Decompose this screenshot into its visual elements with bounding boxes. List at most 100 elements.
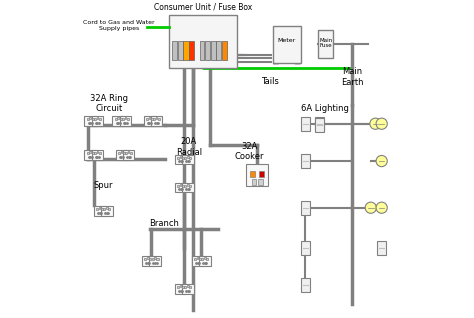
Text: 6A Lighting: 6A Lighting: [301, 104, 349, 113]
Bar: [315, 117, 324, 131]
Bar: [199, 256, 211, 266]
Bar: [204, 257, 206, 259]
Bar: [318, 31, 333, 59]
Bar: [250, 171, 255, 177]
Bar: [184, 184, 186, 187]
Text: Cord to Gas and Water
Supply pipes: Cord to Gas and Water Supply pipes: [83, 20, 155, 31]
Bar: [156, 258, 159, 260]
Bar: [125, 152, 127, 154]
Circle shape: [376, 202, 387, 213]
Bar: [315, 118, 324, 132]
Circle shape: [376, 118, 387, 129]
Bar: [192, 256, 203, 266]
Bar: [187, 285, 189, 287]
Bar: [377, 241, 386, 255]
Bar: [99, 118, 101, 120]
Bar: [91, 116, 103, 126]
Text: Main
Fuse: Main Fuse: [319, 38, 332, 48]
Bar: [177, 156, 179, 159]
Bar: [222, 41, 227, 60]
Bar: [189, 286, 191, 288]
Text: Branch: Branch: [149, 219, 179, 228]
Bar: [91, 150, 103, 160]
Bar: [182, 183, 193, 192]
Bar: [169, 15, 237, 68]
Bar: [205, 41, 210, 60]
Bar: [187, 184, 189, 186]
Bar: [84, 150, 96, 160]
Bar: [154, 257, 156, 259]
Bar: [153, 118, 155, 120]
Bar: [177, 286, 179, 288]
Bar: [125, 117, 127, 119]
Bar: [189, 184, 191, 187]
Bar: [120, 118, 122, 120]
Bar: [246, 164, 268, 186]
Bar: [103, 208, 105, 210]
Text: Tails: Tails: [261, 77, 279, 86]
Bar: [194, 258, 196, 260]
Circle shape: [376, 156, 387, 167]
Bar: [151, 118, 153, 120]
Text: Consumer Unit / Fuse Box: Consumer Unit / Fuse Box: [154, 3, 252, 12]
Bar: [149, 258, 151, 260]
Bar: [148, 117, 150, 119]
Bar: [94, 118, 96, 120]
Bar: [200, 41, 204, 60]
Bar: [94, 206, 106, 216]
Bar: [258, 179, 263, 185]
Bar: [184, 156, 186, 159]
Bar: [301, 201, 310, 215]
Text: Main
Earth: Main Earth: [341, 67, 364, 87]
Bar: [120, 151, 122, 153]
Bar: [174, 183, 186, 192]
Bar: [259, 171, 264, 177]
Bar: [184, 286, 186, 288]
Bar: [119, 116, 131, 126]
Text: 32A
Cooker: 32A Cooker: [235, 142, 264, 162]
Bar: [144, 258, 146, 260]
Text: 32A Ring
Circuit: 32A Ring Circuit: [91, 94, 128, 113]
Bar: [182, 155, 193, 164]
Bar: [199, 258, 201, 260]
Bar: [182, 286, 184, 288]
Bar: [187, 156, 189, 158]
Bar: [112, 116, 124, 126]
Bar: [128, 151, 129, 153]
Bar: [122, 118, 124, 120]
Bar: [206, 258, 209, 260]
Bar: [97, 117, 98, 119]
Bar: [116, 150, 128, 160]
Bar: [142, 256, 154, 266]
Bar: [99, 152, 101, 154]
Bar: [174, 284, 186, 294]
Bar: [87, 152, 89, 154]
Bar: [123, 152, 125, 154]
Bar: [182, 284, 193, 294]
Bar: [108, 208, 110, 210]
Bar: [130, 152, 132, 154]
Bar: [123, 150, 135, 160]
Bar: [152, 258, 154, 260]
Bar: [301, 117, 310, 131]
Bar: [99, 207, 100, 209]
Bar: [252, 179, 256, 185]
Bar: [177, 184, 179, 187]
Bar: [156, 117, 157, 119]
Bar: [149, 256, 161, 266]
Bar: [147, 257, 149, 259]
Bar: [182, 184, 184, 187]
Bar: [301, 279, 310, 293]
Bar: [197, 257, 199, 259]
Bar: [190, 41, 194, 60]
Bar: [91, 118, 94, 120]
Bar: [84, 116, 96, 126]
Bar: [158, 118, 160, 120]
Bar: [172, 41, 177, 60]
Bar: [101, 206, 113, 216]
Bar: [97, 151, 98, 153]
Bar: [301, 154, 310, 168]
Bar: [118, 152, 120, 154]
Bar: [96, 208, 98, 210]
Bar: [301, 241, 310, 255]
